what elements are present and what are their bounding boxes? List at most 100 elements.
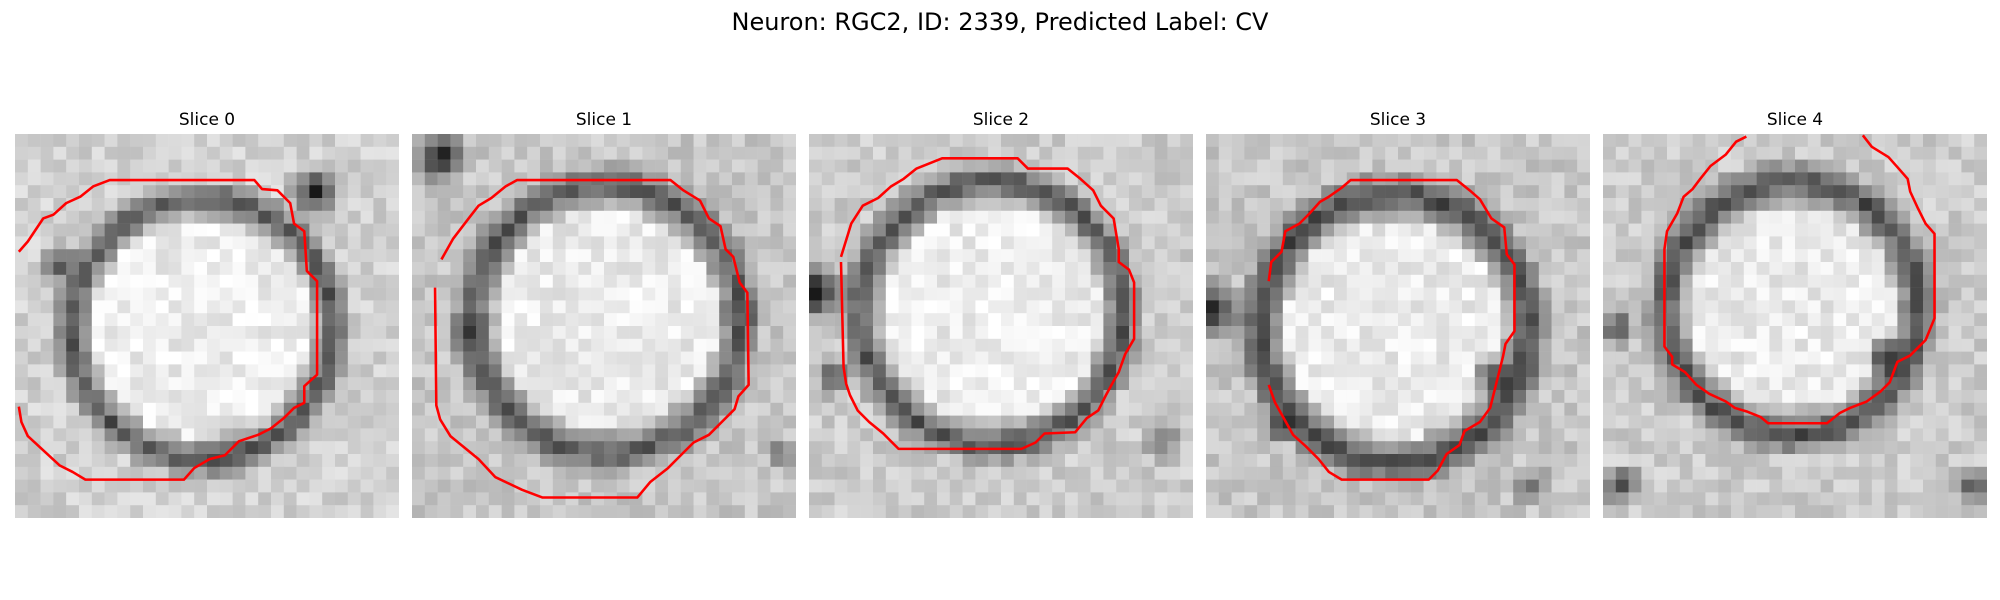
- pixel: [1705, 287, 1719, 301]
- pixel: [680, 159, 694, 173]
- pixel: [79, 441, 93, 455]
- pixel: [194, 377, 208, 391]
- pixel: [476, 338, 490, 352]
- pixel: [1218, 441, 1232, 455]
- pixel: [1577, 172, 1590, 186]
- pixel: [412, 364, 426, 378]
- pixel: [79, 274, 93, 288]
- pixel: [757, 326, 771, 340]
- pixel: [770, 210, 784, 224]
- pixel: [168, 249, 182, 263]
- pixel: [949, 377, 963, 391]
- pixel: [1731, 479, 1745, 493]
- pixel: [1001, 402, 1015, 416]
- pixel: [1820, 402, 1834, 416]
- pixel: [1308, 210, 1322, 224]
- pixel: [1449, 313, 1463, 327]
- pixel: [373, 390, 387, 404]
- pixel: [668, 338, 682, 352]
- pixel: [1871, 505, 1885, 518]
- pixel: [783, 505, 796, 518]
- pixel: [168, 505, 182, 518]
- pixel: [911, 326, 925, 340]
- pixel: [66, 326, 80, 340]
- pixel: [1756, 159, 1770, 173]
- pixel: [591, 274, 605, 288]
- pixel: [1871, 185, 1885, 199]
- pixel: [40, 364, 54, 378]
- pixel: [616, 377, 630, 391]
- pixel: [668, 390, 682, 404]
- pixel: [1218, 274, 1232, 288]
- pixel: [207, 351, 221, 365]
- pixel: [258, 415, 272, 429]
- pixel: [770, 351, 784, 365]
- pixel: [1103, 326, 1117, 340]
- pixel: [706, 262, 720, 276]
- pixel: [1564, 441, 1578, 455]
- pixel: [360, 172, 374, 186]
- pixel: [296, 415, 310, 429]
- pixel: [1474, 377, 1488, 391]
- pixel: [53, 441, 67, 455]
- pixel: [1103, 364, 1117, 378]
- pixel: [1692, 454, 1706, 468]
- pixel: [360, 415, 374, 429]
- pixel: [1487, 287, 1501, 301]
- pixel: [1833, 287, 1847, 301]
- pixel: [1820, 428, 1834, 442]
- pixel: [1756, 338, 1770, 352]
- pixel: [1449, 505, 1463, 518]
- pixel: [680, 454, 694, 468]
- pixel: [1141, 505, 1155, 518]
- pixel: [680, 364, 694, 378]
- pixel: [1410, 249, 1424, 263]
- pixel: [809, 338, 823, 352]
- pixel: [207, 198, 221, 212]
- pixel: [1615, 492, 1629, 506]
- pixel: [488, 159, 502, 173]
- pixel: [488, 505, 502, 518]
- pixel: [1871, 134, 1885, 148]
- pixel: [155, 441, 169, 455]
- pixel: [1141, 198, 1155, 212]
- pixel: [668, 236, 682, 250]
- pixel: [1180, 428, 1193, 442]
- pixel: [668, 274, 682, 288]
- pixel: [181, 415, 195, 429]
- pixel: [258, 454, 272, 468]
- pixel: [757, 454, 771, 468]
- pixel: [1206, 236, 1220, 250]
- pixel: [1231, 415, 1245, 429]
- pixel: [655, 146, 669, 160]
- pixel: [1372, 415, 1386, 429]
- pixel: [1884, 428, 1898, 442]
- pixel: [1615, 402, 1629, 416]
- pixel: [744, 364, 758, 378]
- pixel: [757, 338, 771, 352]
- pixel: [898, 402, 912, 416]
- pixel: [463, 146, 477, 160]
- pixel: [1833, 172, 1847, 186]
- pixel: [1001, 223, 1015, 237]
- pixel: [360, 223, 374, 237]
- pixel: [527, 390, 541, 404]
- pixel: [130, 377, 144, 391]
- pixel: [860, 402, 874, 416]
- pixel: [1526, 492, 1540, 506]
- pixel: [1052, 210, 1066, 224]
- pixel: [1487, 249, 1501, 263]
- pixel: [347, 134, 361, 148]
- pixel: [1564, 505, 1578, 518]
- pixel: [117, 479, 131, 493]
- pixel: [885, 146, 899, 160]
- pixel: [847, 172, 861, 186]
- pixel: [565, 223, 579, 237]
- pixel: [847, 454, 861, 468]
- pixel: [847, 185, 861, 199]
- pixel: [975, 364, 989, 378]
- pixel: [578, 402, 592, 416]
- pixel: [1513, 492, 1527, 506]
- pixel: [1052, 159, 1066, 173]
- pixel: [1615, 364, 1629, 378]
